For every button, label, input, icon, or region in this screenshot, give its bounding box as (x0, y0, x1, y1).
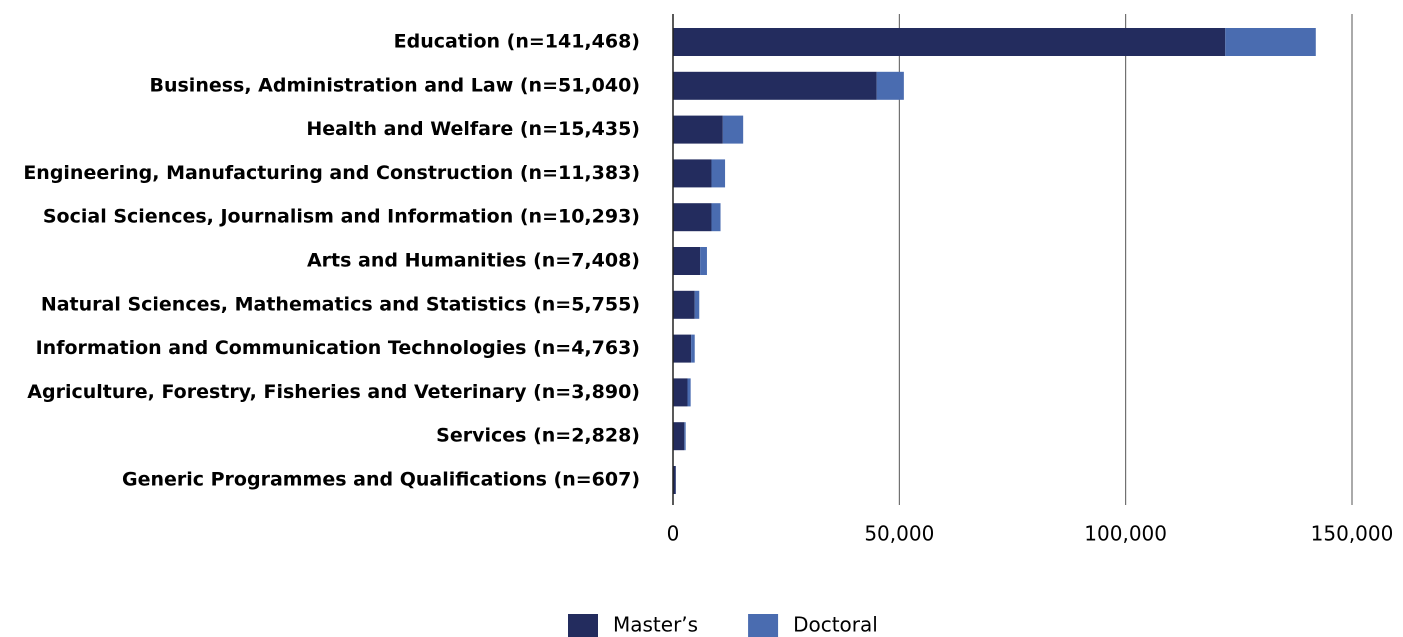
y-tick-label: Health and Welfare (n=15,435) (306, 118, 640, 140)
bar-segment (673, 28, 1226, 56)
y-tick-label: Arts and Humanities (n=7,408) (307, 250, 640, 272)
x-tick-label: 150,000 (1311, 522, 1394, 546)
bar-segment (673, 334, 692, 363)
y-tick-label: Education (n=141,468) (394, 31, 640, 53)
bar-segment (1225, 28, 1316, 56)
y-tick-label: Business, Administration and Law (n=51,0… (149, 74, 640, 96)
bar-segment (684, 422, 686, 451)
bar-segment (722, 115, 744, 144)
bar-segment (673, 71, 877, 100)
y-tick-label: Generic Programmes and Qualifications (n… (122, 469, 640, 491)
bar-segment (691, 334, 695, 363)
bar-segment (673, 247, 701, 275)
bar-segment (876, 71, 904, 100)
bar-segment (673, 115, 723, 144)
x-tick-label: 100,000 (1084, 522, 1167, 546)
bar-segment (673, 290, 695, 319)
y-tick-label: Natural Sciences, Mathematics and Statis… (41, 293, 640, 315)
bar-segment (673, 203, 712, 232)
bar-segment (700, 247, 707, 275)
y-tick-label: Information and Communication Technologi… (36, 337, 640, 359)
x-tick-label: 50,000 (864, 522, 934, 546)
bar-segment (673, 378, 688, 407)
bar-segment (694, 290, 700, 319)
legend-swatch (748, 614, 779, 637)
y-tick-label: Agriculture, Forestry, Fisheries and Vet… (27, 381, 640, 403)
x-tick-label: 0 (667, 522, 680, 546)
bar-segment (711, 159, 726, 188)
bar-segment (711, 203, 721, 232)
legend-swatch (568, 614, 598, 637)
y-tick-label: Engineering, Manufacturing and Construct… (23, 162, 640, 184)
legend-label: Doctoral (793, 613, 878, 637)
bar-segment (673, 466, 676, 494)
bar-segment (687, 378, 691, 407)
bar-segment (673, 422, 685, 451)
bar-segment (673, 159, 712, 188)
y-tick-label: Social Sciences, Journalism and Informat… (43, 206, 640, 228)
y-tick-label: Services (n=2,828) (436, 425, 640, 447)
legend-label: Master’s (613, 613, 698, 637)
